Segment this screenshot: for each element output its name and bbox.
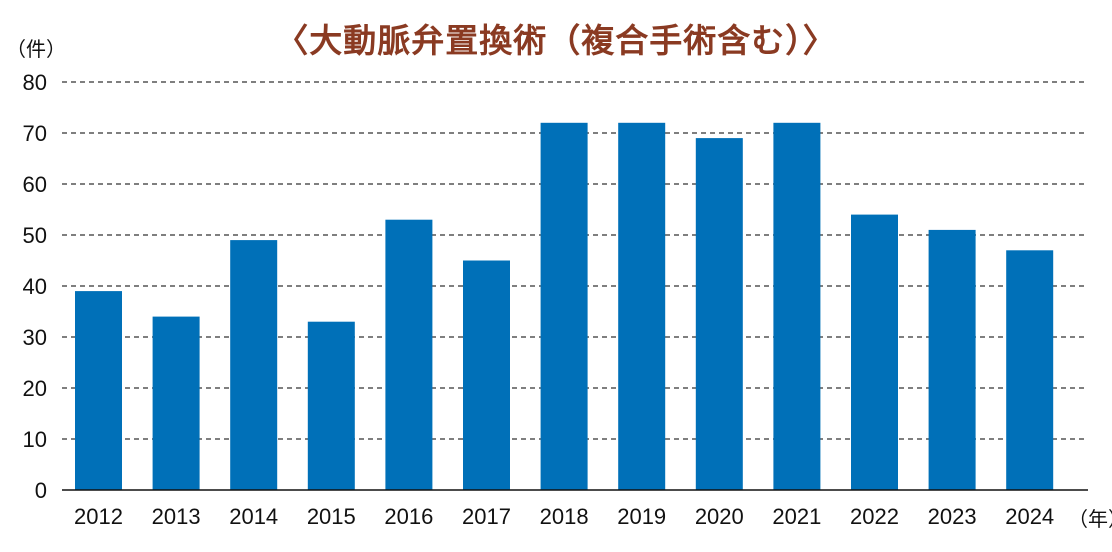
x-tick-label-2021: 2021: [772, 504, 821, 529]
y-axis-unit-label: （件）: [6, 37, 66, 61]
bar-2013: [152, 316, 200, 490]
x-tick-label-2013: 2013: [152, 504, 201, 529]
bar-2018: [540, 122, 588, 491]
x-tick-label-2019: 2019: [617, 504, 666, 529]
bar-2016: [385, 219, 433, 490]
x-tick-label-2014: 2014: [229, 504, 278, 529]
x-tick-label-2020: 2020: [695, 504, 744, 529]
y-tick-label-0: 0: [35, 478, 47, 503]
x-tick-label-2022: 2022: [850, 504, 899, 529]
x-tick-label-2017: 2017: [462, 504, 511, 529]
y-tick-label-60: 60: [23, 172, 47, 197]
bar-2023: [928, 229, 976, 490]
bar-2015: [307, 321, 355, 490]
x-tick-label-2012: 2012: [74, 504, 123, 529]
bar-2017: [463, 260, 510, 490]
y-tick-label-40: 40: [23, 274, 47, 299]
bar-2022: [851, 214, 898, 490]
bar-2014: [230, 240, 278, 490]
y-tick-labels: 0 10 20 30 40 50 60 70 80: [23, 70, 47, 503]
x-tick-labels: 2012 2013 2014 2015 2016 2017 2018 2019 2020 2021…: [74, 504, 1054, 529]
bar-2021: [773, 122, 821, 491]
bar-2024: [1006, 250, 1054, 490]
chart-title: 〈大動脈弁置換術（複合手術含む）〉: [275, 21, 837, 60]
bars: [75, 122, 1054, 491]
y-tick-label-20: 20: [23, 376, 47, 401]
bar-2012: [75, 291, 122, 490]
y-tick-label-70: 70: [23, 121, 47, 146]
x-tick-label-2016: 2016: [384, 504, 433, 529]
x-tick-label-2018: 2018: [540, 504, 589, 529]
y-tick-label-80: 80: [23, 70, 47, 95]
x-tick-label-2024: 2024: [1005, 504, 1054, 529]
y-tick-label-50: 50: [23, 223, 47, 248]
y-tick-label-10: 10: [23, 427, 47, 452]
x-tick-label-2015: 2015: [307, 504, 356, 529]
bar-2020: [695, 138, 743, 490]
y-tick-label-30: 30: [23, 325, 47, 350]
x-axis-unit-label: （年）: [1068, 507, 1112, 531]
bar-2019: [618, 122, 666, 491]
x-tick-label-2023: 2023: [928, 504, 977, 529]
